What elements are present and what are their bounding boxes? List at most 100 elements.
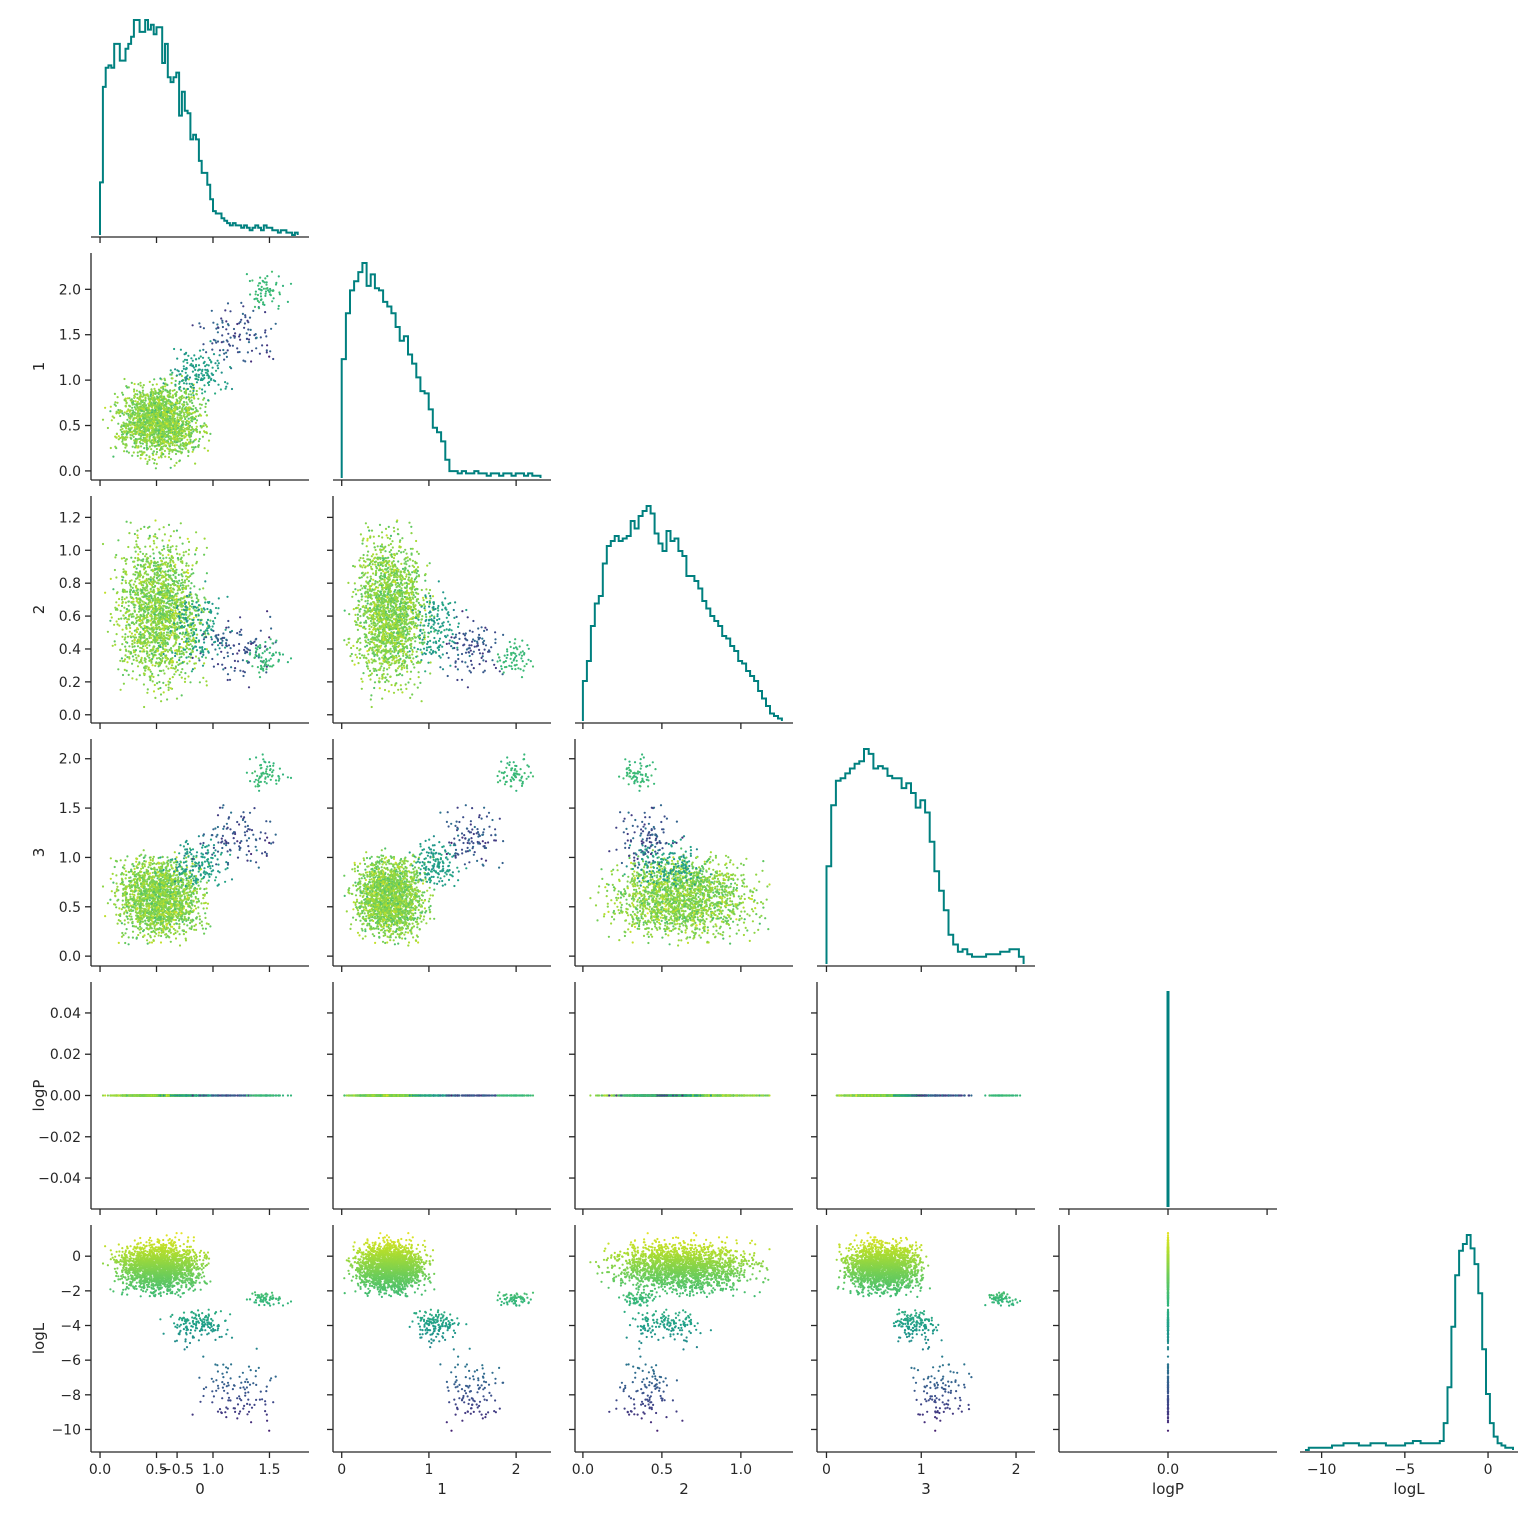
scatter-point: [115, 447, 117, 449]
scatter-point: [137, 401, 139, 403]
scatter-point: [133, 395, 135, 397]
scatter-point: [107, 427, 109, 429]
scatter-point: [121, 392, 123, 394]
scatter-point: [192, 440, 194, 442]
scatter-point: [122, 394, 124, 396]
scatter-point: [133, 390, 135, 392]
scatter-point: [164, 450, 166, 452]
scatter-point: [172, 403, 174, 405]
scatter-point: [163, 378, 165, 380]
panel-0-vs-0: [91, 20, 309, 243]
scatter-point: [155, 453, 157, 455]
scatter-point: [197, 398, 199, 400]
scatter-point: [131, 382, 133, 384]
scatter-point: [194, 463, 196, 465]
scatter-point: [199, 387, 201, 389]
scatter-point: [166, 411, 168, 413]
scatter-point: [133, 451, 135, 453]
scatter-point: [110, 406, 112, 408]
scatter-point: [192, 392, 194, 394]
scatter-point: [160, 456, 162, 458]
scatter-point: [152, 394, 154, 396]
scatter-point: [196, 390, 198, 392]
scatter-point: [152, 458, 154, 460]
scatter-point: [179, 396, 181, 398]
scatter-point: [139, 450, 141, 452]
scatter-point: [156, 451, 158, 453]
scatter-point: [169, 373, 171, 375]
scatter-point: [114, 393, 116, 395]
pair-plot-figure: 0.00.51.01.52.00.00.20.40.60.81.01.20.00…: [0, 0, 1530, 1513]
scatter-point: [122, 443, 124, 445]
scatter-point: [140, 457, 142, 459]
scatter-point: [191, 420, 193, 422]
scatter-point: [126, 402, 128, 404]
scatter-point: [118, 438, 120, 440]
scatter-point: [117, 409, 119, 411]
scatter-point: [178, 445, 180, 447]
scatter-point: [168, 453, 170, 455]
scatter-point: [125, 405, 127, 407]
scatter-point: [104, 407, 106, 409]
scatter-point: [112, 456, 114, 458]
scatter-point: [201, 404, 203, 406]
scatter-point: [177, 439, 179, 441]
scatter-point: [143, 419, 145, 421]
scatter-point: [190, 429, 192, 431]
scatter-point: [176, 444, 178, 446]
scatter-point: [205, 403, 207, 405]
scatter-point: [150, 448, 152, 450]
scatter-point: [144, 458, 146, 460]
scatter-point: [119, 415, 121, 417]
scatter-point: [204, 406, 206, 408]
scatter-point: [168, 402, 170, 404]
scatter-point: [156, 448, 158, 450]
scatter-point: [174, 444, 176, 446]
panel-1-vs-0: 0.00.51.01.52.0: [59, 253, 309, 486]
scatter-point: [147, 461, 149, 463]
scatter-point: [204, 447, 206, 449]
scatter-point: [128, 386, 130, 388]
scatter-point: [191, 402, 193, 404]
scatter-point: [158, 389, 160, 391]
scatter-point: [153, 462, 155, 464]
scatter-point: [175, 462, 177, 464]
scatter-point: [196, 393, 198, 395]
scatter-point: [153, 378, 155, 380]
scatter-point: [185, 401, 187, 403]
scatter-point: [181, 375, 183, 377]
scatter-point: [129, 424, 131, 426]
scatter-point: [179, 459, 181, 461]
scatter-point: [166, 384, 168, 386]
scatter-point: [196, 426, 198, 428]
scatter-point: [176, 412, 178, 414]
histogram-0: [100, 20, 298, 235]
scatter-point: [123, 450, 125, 452]
scatter-point: [192, 405, 194, 407]
scatter-point: [191, 426, 193, 428]
scatter-point: [137, 451, 139, 453]
scatter-point: [170, 458, 172, 460]
scatter-point: [196, 419, 198, 421]
scatter-point: [199, 403, 201, 405]
scatter-point: [115, 405, 117, 407]
scatter-point: [142, 416, 144, 418]
scatter-point: [164, 456, 166, 458]
scatter-point: [130, 438, 132, 440]
scatter-point: [183, 437, 185, 439]
scatter-point: [173, 389, 175, 391]
scatter-point: [155, 467, 157, 469]
scatter-point: [152, 384, 154, 386]
scatter-point: [134, 383, 136, 385]
scatter-point: [143, 384, 145, 386]
scatter-point: [170, 436, 172, 438]
scatter-point: [124, 447, 126, 449]
scatter-point: [139, 382, 141, 384]
scatter-point: [128, 452, 130, 454]
scatter-point: [142, 443, 144, 445]
scatter-point: [142, 390, 144, 392]
scatter-point: [117, 396, 119, 398]
scatter-point: [186, 415, 188, 417]
scatter-point: [140, 426, 142, 428]
scatter-point: [178, 423, 180, 425]
